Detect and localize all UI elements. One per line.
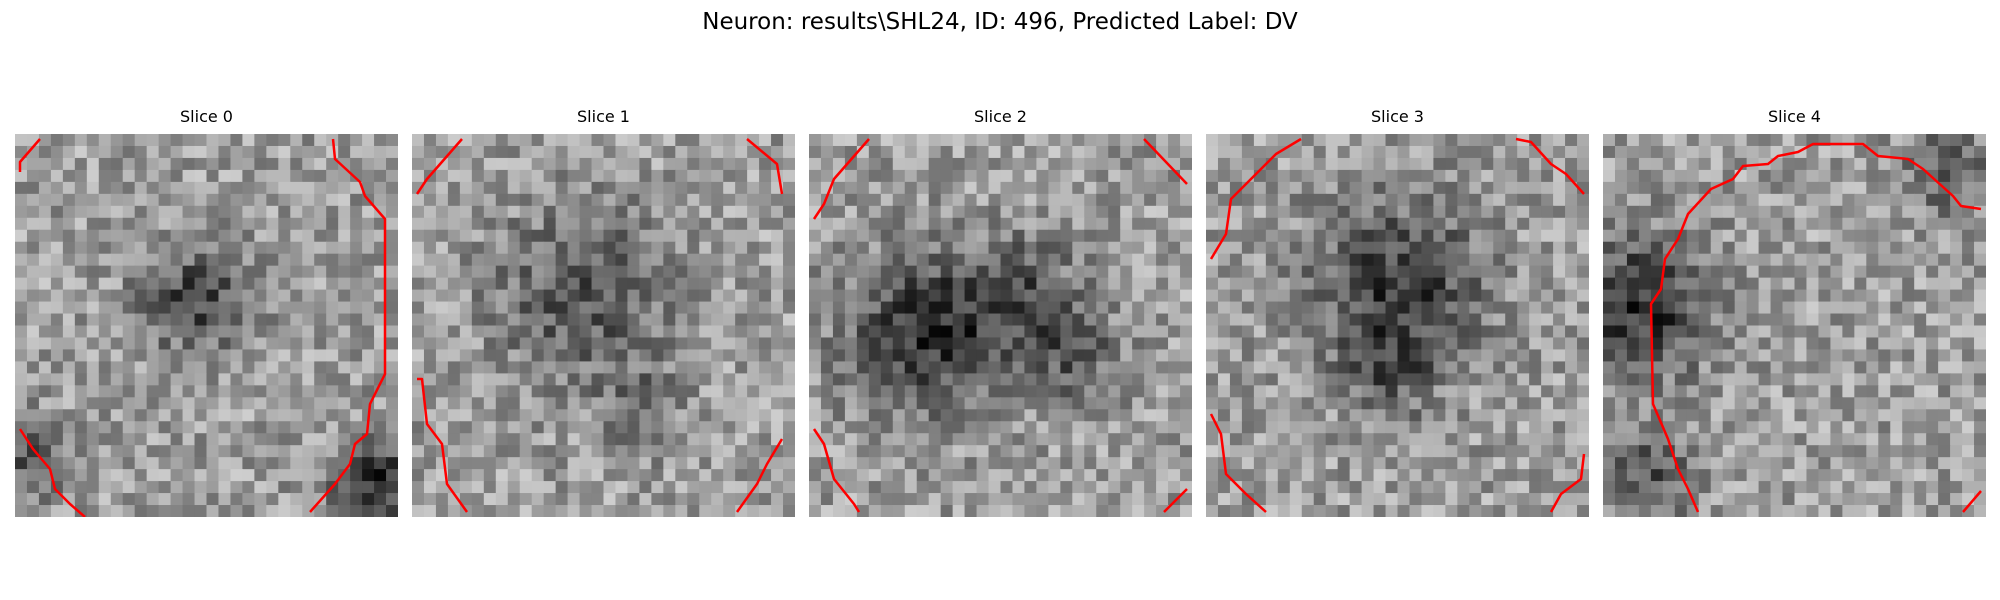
slice-image	[15, 134, 398, 517]
slice-title: Slice 4	[1768, 107, 1821, 126]
slice-image	[1206, 134, 1589, 517]
contour-line-2	[1209, 413, 1267, 513]
slice-title: Slice 3	[1371, 107, 1424, 126]
contour-line-0	[18, 138, 41, 172]
figure-title: Neuron: results\SHL24, ID: 496, Predicte…	[702, 9, 1298, 35]
slice-title: Slice 2	[974, 107, 1027, 126]
slice-image	[809, 134, 1192, 517]
slice-title: Slice 1	[577, 107, 630, 126]
slice-panel-0: Slice 0	[15, 106, 398, 517]
contour-line-3	[1549, 453, 1586, 513]
slice-heatmap	[1603, 134, 1986, 517]
contour-line-2	[18, 428, 86, 517]
contour-line-1	[1962, 490, 1982, 513]
slice-image	[1603, 134, 1986, 517]
slice-panel-3: Slice 3	[1206, 106, 1589, 517]
contour-line-1	[746, 138, 784, 195]
contour-line-1	[1515, 137, 1585, 195]
slice-panel-2: Slice 2	[809, 106, 1192, 517]
slice-heatmap	[809, 134, 1192, 517]
contour-line-0	[415, 138, 463, 195]
contour-line-3	[735, 438, 784, 513]
slice-image	[412, 134, 795, 517]
slice-heatmap	[1206, 134, 1589, 517]
contour-line-2	[812, 428, 861, 513]
slice-heatmap	[412, 134, 795, 517]
contour-line-0	[1209, 137, 1302, 260]
contour-line-2	[417, 377, 469, 513]
contour-line-0	[812, 138, 870, 220]
slice-heatmap	[15, 134, 398, 517]
contour-line-3	[1163, 488, 1188, 513]
slice-panel-4: Slice 4	[1603, 106, 1986, 517]
slice-title: Slice 0	[180, 107, 233, 126]
contour-line-1	[1143, 138, 1188, 185]
contour-line-0	[1649, 142, 1982, 513]
contour-line-1	[309, 138, 387, 513]
slice-panel-1: Slice 1	[412, 106, 795, 517]
